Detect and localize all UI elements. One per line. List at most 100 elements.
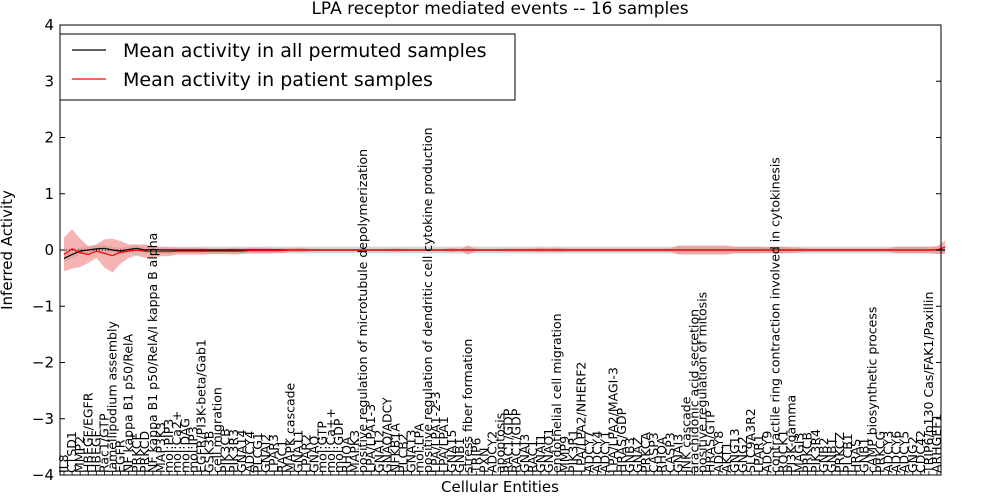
x-tick-label: GNAI2 bbox=[258, 434, 273, 473]
x-tick-label: PRKCZ bbox=[832, 432, 847, 473]
x-tick-label: LPA/LPA2/NHERF2 bbox=[573, 362, 588, 473]
x-tick-label: mol:Ca2+ bbox=[169, 411, 184, 473]
x-tick-label: PLCB2 bbox=[396, 433, 411, 473]
x-tick-label: PIK3CB bbox=[218, 428, 233, 473]
x-tick-label: PLCG1 bbox=[250, 432, 265, 473]
x-tick-label: PXN bbox=[476, 448, 491, 473]
x-tick-label: LPAR1 bbox=[751, 434, 766, 473]
x-tick-label: ADCY2 bbox=[484, 431, 499, 473]
x-tick-label: MMP2 bbox=[72, 436, 87, 473]
x-tick-label: CASP3 bbox=[662, 432, 677, 473]
x-tick-label: arachidonic acid secretion bbox=[687, 309, 702, 473]
x-tick-label: SLC9A3R2 bbox=[743, 408, 758, 473]
x-tick-label: NF kappa B1 p50/RelA/I kappa B alpha bbox=[145, 233, 160, 473]
x-tick-label: GSK3B bbox=[202, 431, 217, 473]
x-tick-label: GNG13 bbox=[727, 428, 742, 473]
x-tick-label: GNAI3 bbox=[517, 434, 532, 473]
x-tick-label: GNAZ bbox=[630, 437, 645, 473]
x-tick-label: GNA11 bbox=[290, 430, 305, 474]
x-tick-label: GNAI1 bbox=[533, 434, 548, 473]
x-tick-label: GNA14 bbox=[234, 429, 249, 473]
x-tick-label: GNAI3 bbox=[670, 434, 685, 473]
x-tick-label: Rac1/GTP bbox=[96, 413, 111, 473]
x-tick-label: positive regulation of mitosis bbox=[695, 292, 710, 473]
x-tick-label: LPA/LPA2/MAGI-3 bbox=[606, 367, 621, 473]
x-tick-label: MAPK cascade bbox=[282, 382, 297, 473]
x-tick-label: PIK3R1 bbox=[565, 429, 580, 473]
y-tick-label: −2 bbox=[32, 354, 54, 372]
chart-title: LPA receptor mediated events -- 16 sampl… bbox=[311, 0, 688, 19]
x-tick-label: ADCY5 bbox=[897, 431, 912, 473]
x-tick-label: ADCY3 bbox=[881, 431, 896, 473]
x-tick-label: JNK cascade bbox=[678, 396, 693, 474]
x-tick-label: EGFR/PI3K-beta/Gab1 bbox=[193, 339, 208, 473]
x-tick-label: cAMP biosynthetic process bbox=[864, 307, 879, 473]
x-tick-label: PIK3R3 bbox=[226, 429, 241, 473]
x-tick-label: endothelial cell migration bbox=[549, 313, 564, 473]
x-tick-label: GNA12 bbox=[371, 430, 386, 474]
x-tick-label: ROCK1 bbox=[775, 430, 790, 473]
y-tick-label: −1 bbox=[32, 297, 54, 315]
x-tick-label: mol:Ca++ bbox=[323, 408, 338, 473]
y-tick-label: −4 bbox=[32, 466, 54, 484]
x-tick-label: HRAS/GDP bbox=[614, 407, 629, 473]
x-tick-label: RAC1 bbox=[274, 440, 289, 473]
x-tick-label: LPA/LPA1 bbox=[436, 416, 451, 473]
x-tick-label: PLCB1 bbox=[840, 433, 855, 473]
x-tick-label: GNB2 bbox=[816, 437, 831, 473]
x-tick-label: TRIP6/p130 Cas/FAK1/Paxillin bbox=[921, 292, 936, 474]
x-tick-label: LPAR3 bbox=[266, 434, 281, 473]
x-tick-label: stress fiber formation bbox=[460, 339, 475, 473]
x-tick-label: GNAQ/ADCY bbox=[379, 397, 394, 473]
x-tick-label: GNB1 bbox=[824, 437, 839, 473]
x-tick-label: GNA13 bbox=[404, 430, 419, 474]
x-tick-label: lamellipodium assembly bbox=[105, 321, 120, 473]
x-tick-label: ADCY7 bbox=[581, 431, 596, 473]
x-tick-label: mol:DAG bbox=[177, 418, 192, 473]
x-tick-label: RHOA bbox=[654, 436, 669, 473]
x-tick-label: AKT1 bbox=[719, 442, 734, 473]
x-tick-label: positive regulation of dendritic cell cy… bbox=[420, 127, 435, 473]
x-tick-label: HBEGF/EGFR bbox=[80, 392, 95, 473]
x-tick-label: ARHGEF1 bbox=[929, 414, 944, 473]
x-tick-label: mol:GDP bbox=[331, 418, 346, 473]
x-tick-label: PRKCE bbox=[129, 433, 144, 473]
y-axis-title: Inferred Activity bbox=[0, 190, 16, 310]
x-tick-label: MAGI3 bbox=[792, 433, 807, 473]
x-tick-label: GNG2 bbox=[735, 436, 750, 473]
x-tick-label: positive regulation of microtubule depol… bbox=[355, 149, 370, 473]
x-tick-label: RAC1/GDP bbox=[509, 408, 524, 473]
x-tick-label: PRKCG bbox=[872, 431, 887, 473]
x-tick-label: PRKCD bbox=[137, 431, 152, 473]
x-tick-label: GNB1 bbox=[452, 437, 467, 473]
x-tick-label: HBEGF bbox=[88, 430, 103, 473]
y-tick-label: −3 bbox=[32, 410, 54, 428]
x-tick-label: GNB3 bbox=[622, 437, 637, 473]
y-tick-label: 3 bbox=[44, 72, 54, 90]
x-tick-label: ADCY1 bbox=[598, 431, 613, 473]
x-tick-label: contractile ring contraction involved in… bbox=[767, 157, 782, 473]
x-tick-label: GNAO1 bbox=[541, 428, 556, 473]
x-tick-label: PI3K-gamma bbox=[784, 395, 799, 473]
legend-label-patient: Mean activity in patient samples bbox=[123, 69, 433, 91]
x-tick-label: GNB1 bbox=[856, 437, 871, 473]
x-tick-label: NF kappa B1 p50/RelA bbox=[121, 333, 136, 473]
x-axis-title: Cellular Entities bbox=[441, 478, 559, 496]
x-tick-label: PRKCB bbox=[800, 432, 815, 473]
y-tick-label: 1 bbox=[44, 185, 54, 203]
legend: Mean activity in all permuted samples Me… bbox=[59, 33, 516, 101]
x-tick-label: MAPK3 bbox=[347, 430, 362, 473]
x-tick-label: ADCY8 bbox=[711, 431, 726, 473]
x-tick-label: mol:PIP3 bbox=[161, 419, 176, 473]
patient-mean-line bbox=[63, 246, 946, 257]
x-tick-label: NFKB1A bbox=[387, 423, 402, 473]
x-tick-label: TRIP6 bbox=[468, 437, 483, 474]
x-tick-label: GNG2 bbox=[905, 436, 920, 473]
x-tick-label: mol:LPA bbox=[412, 423, 427, 473]
x-tick-label: EGFR bbox=[113, 439, 128, 473]
x-tick-label: ADCY4 bbox=[242, 431, 257, 473]
y-axis: 4 3 2 1 0 −1 −2 −3 −4 bbox=[32, 16, 941, 484]
x-tick-label: mol:IP3 bbox=[185, 426, 200, 473]
x-tick-label: PRKCA bbox=[638, 432, 653, 473]
